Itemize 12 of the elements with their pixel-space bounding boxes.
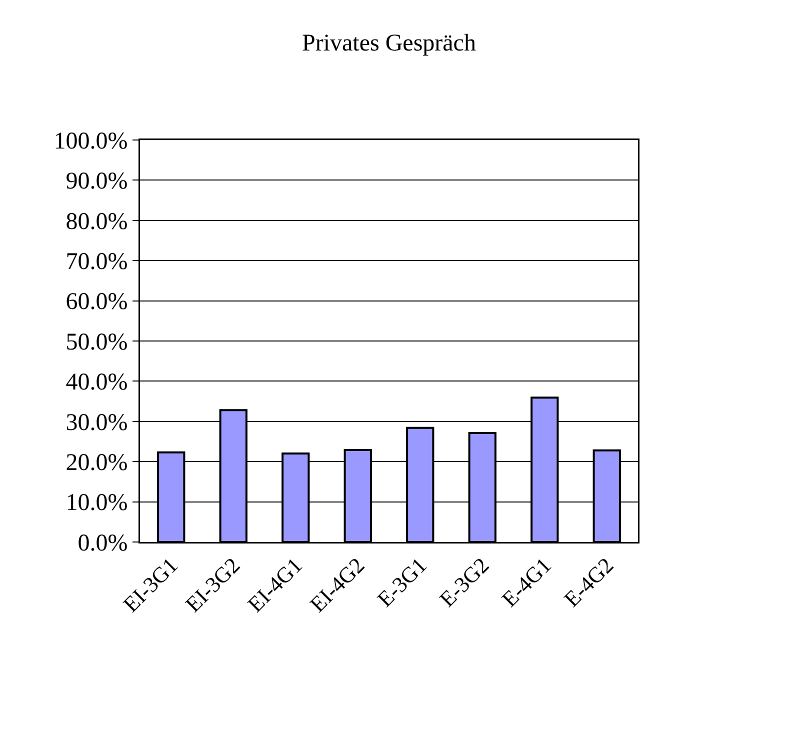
y-tick-label: 10.0%: [66, 490, 128, 516]
y-tick-label: 40.0%: [66, 370, 128, 396]
y-tick-label: 50.0%: [66, 329, 128, 356]
y-tick-label: 90.0%: [66, 168, 128, 195]
y-tick-label: 80.0%: [66, 208, 128, 235]
y-tick-label: 0.0%: [78, 530, 128, 556]
y-tick-label: 20.0%: [66, 450, 128, 476]
chart-title: Privates Gespräch: [302, 30, 476, 56]
y-tick-label: 100.0%: [54, 128, 128, 154]
y-tick-label: 30.0%: [66, 410, 128, 436]
y-tick-label: 70.0%: [66, 249, 128, 275]
y-tick-label: 60.0%: [66, 289, 128, 316]
